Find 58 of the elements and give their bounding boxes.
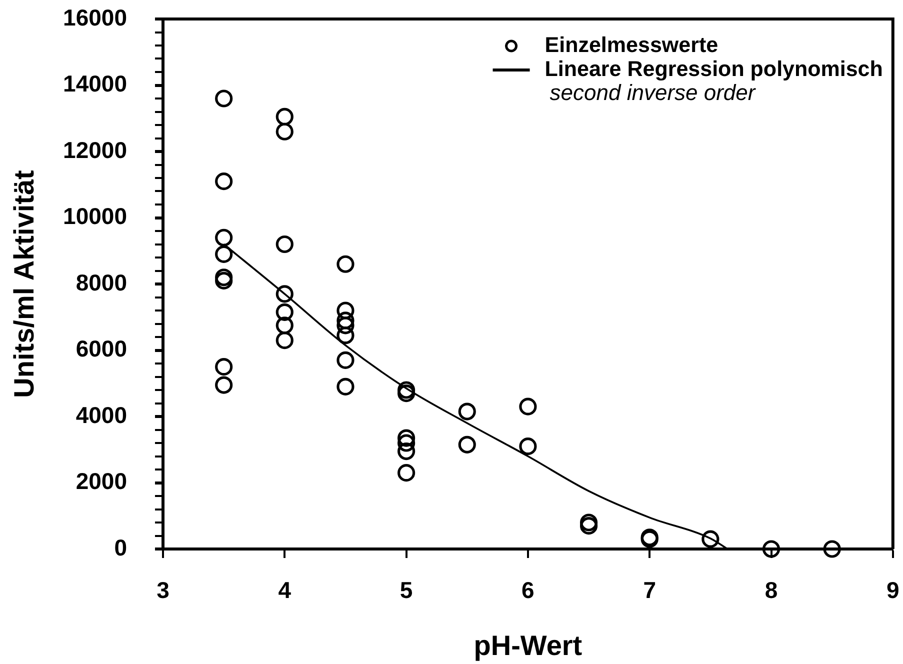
- point: [336, 255, 354, 273]
- point: [276, 332, 294, 350]
- x-tick-label: 7: [643, 577, 656, 604]
- point: [215, 376, 233, 394]
- point: [336, 316, 354, 334]
- y-tick-label: 6000: [76, 336, 127, 362]
- point: [336, 326, 354, 344]
- point: [276, 316, 294, 334]
- y-tick-label: 10000: [63, 203, 127, 230]
- y-tick-label: 16000: [63, 4, 127, 30]
- point: [398, 381, 416, 399]
- point: [336, 378, 354, 396]
- annotation: second inverse order: [550, 80, 757, 106]
- point: [580, 517, 598, 535]
- point: [580, 514, 598, 532]
- point: [276, 122, 294, 140]
- point: [702, 530, 720, 548]
- legend-label: Einzelmesswerte: [544, 32, 718, 57]
- y-tick-label: 8000: [76, 269, 127, 296]
- point: [215, 272, 233, 290]
- x-tick-label: 4: [278, 577, 292, 604]
- point: [823, 540, 841, 558]
- point: [398, 429, 416, 447]
- y-axis-title: Units/ml Aktivität: [8, 170, 40, 398]
- point: [276, 235, 294, 254]
- point: [398, 442, 416, 460]
- point: [398, 464, 416, 482]
- point: [276, 303, 294, 321]
- point: [336, 302, 354, 320]
- point: [762, 540, 780, 558]
- point: [458, 436, 476, 454]
- y-tick-label: 4000: [76, 402, 127, 428]
- x-tick-label: 6: [522, 577, 534, 604]
- point: [336, 351, 354, 369]
- point: [215, 172, 233, 190]
- x-axis-title: pH-Wert: [474, 630, 582, 661]
- point: [519, 438, 537, 456]
- point: [215, 90, 233, 108]
- point: [276, 285, 294, 303]
- x-tick-label: 8: [764, 577, 778, 604]
- point: [276, 108, 294, 126]
- y-tick-label: 14000: [63, 70, 127, 97]
- y-tick-label: 12000: [63, 136, 127, 163]
- legend-label: Lineare Regression polynomisch: [544, 56, 883, 81]
- x-tick-label: 3: [156, 577, 170, 604]
- point: [336, 312, 354, 330]
- point: [215, 268, 233, 286]
- x-tick-label: 5: [400, 577, 413, 604]
- point: [215, 245, 233, 263]
- x-tick-label: 9: [886, 577, 900, 604]
- y-tick-label: 2000: [76, 468, 127, 494]
- point: [519, 398, 537, 416]
- point: [398, 434, 416, 452]
- point: [398, 384, 416, 402]
- point: [215, 228, 233, 246]
- y-tick-label: 0: [114, 534, 127, 560]
- point: [215, 358, 233, 376]
- point: [458, 402, 476, 420]
